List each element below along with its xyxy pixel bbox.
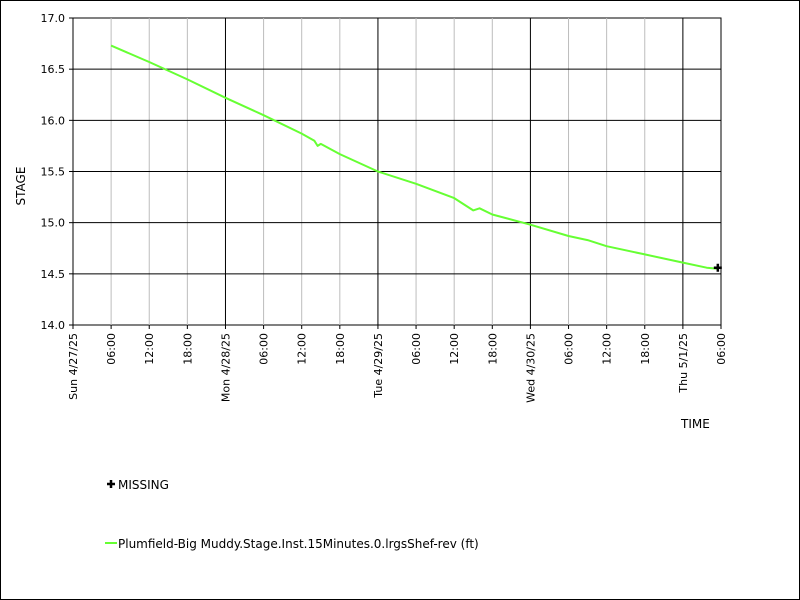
x-tick-label: 06:00 <box>258 333 271 365</box>
missing-point-marker <box>713 263 722 272</box>
y-tick-label: 14.0 <box>41 319 66 332</box>
series-layer <box>110 44 722 272</box>
y-tick-label: 16.5 <box>41 63 66 76</box>
legend-missing: MISSING <box>107 478 169 492</box>
legend-missing-label: MISSING <box>118 478 169 492</box>
y-tick-label: 15.5 <box>41 166 66 179</box>
x-tick-label: 12:00 <box>601 333 614 365</box>
x-tick-label: 18:00 <box>181 333 194 365</box>
y-axis-label: STAGE <box>14 167 28 206</box>
x-tick-label: 06:00 <box>410 333 423 365</box>
y-tick-label: 17.0 <box>41 12 66 25</box>
x-axis-ticks: Sun 4/27/25 06:00 12:00 18:00 Mon 4/28/25 06:… <box>67 325 728 403</box>
x-tick-label: 06:00 <box>563 333 576 365</box>
y-tick-label: 16.0 <box>41 114 66 127</box>
x-tick-label: Wed 4/30/25 <box>524 333 537 403</box>
y-tick-label: 15.0 <box>41 217 66 230</box>
series-line <box>110 44 718 270</box>
x-tick-label: 18:00 <box>639 333 652 365</box>
x-tick-label: Thu 5/1/25 <box>677 333 690 394</box>
x-tick-label: 12:00 <box>143 333 156 365</box>
x-tick-label: Tue 4/29/25 <box>372 333 385 399</box>
missing-marker-icon <box>107 480 115 488</box>
legend-series: Plumfield-Big Muddy.Stage.Inst.15Minutes… <box>105 537 479 551</box>
y-tick-label: 14.5 <box>41 268 66 281</box>
x-tick-label: 12:00 <box>296 333 309 365</box>
y-axis-ticks: 14.0 14.5 15.0 15.5 16.0 16.5 17.0 <box>41 12 73 332</box>
x-tick-label: 06:00 <box>105 333 118 365</box>
x-tick-label: Mon 4/28/25 <box>219 333 232 402</box>
x-tick-label: 18:00 <box>486 333 499 365</box>
x-tick-label: 06:00 <box>715 333 728 365</box>
legend-series-label: Plumfield-Big Muddy.Stage.Inst.15Minutes… <box>118 537 479 551</box>
x-tick-label: 18:00 <box>334 333 347 365</box>
major-gridlines <box>73 18 721 325</box>
x-tick-label: Sun 4/27/25 <box>67 333 80 400</box>
x-tick-label: 12:00 <box>448 333 461 365</box>
x-axis-label: TIME <box>680 417 710 431</box>
